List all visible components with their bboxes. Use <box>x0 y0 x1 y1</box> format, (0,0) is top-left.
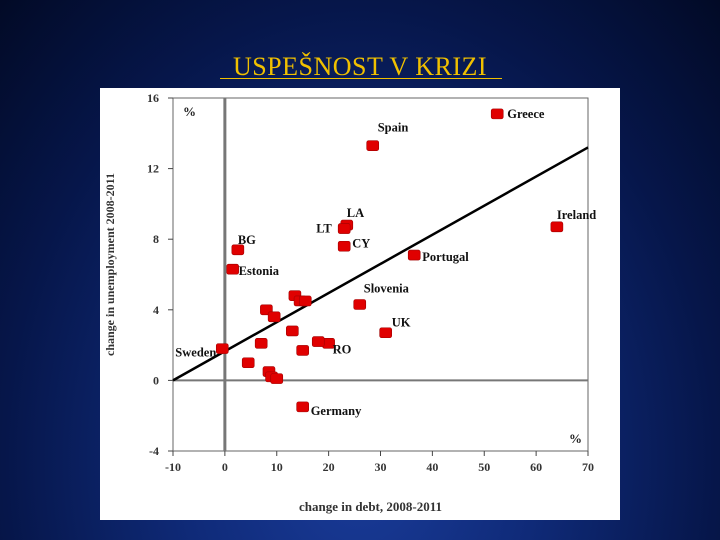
data-point <box>267 311 281 323</box>
x-tick-label: 30 <box>375 460 387 474</box>
data-point <box>311 336 325 347</box>
data-point <box>241 357 255 369</box>
x-tick-label: 70 <box>582 460 594 474</box>
x-axis-title: change in debt, 2008-2011 <box>299 499 442 514</box>
data-point-germany <box>296 401 309 413</box>
data-point-lt <box>337 223 351 234</box>
data-point-spain <box>366 140 380 151</box>
point-label-cy: CY <box>352 236 370 250</box>
x-tick-label: 10 <box>271 460 283 474</box>
data-point-bg <box>231 244 245 256</box>
title-underline <box>220 78 502 79</box>
y-axis-title: change in unemployment 2008-2011 <box>103 173 117 356</box>
y-tick-label: 4 <box>153 303 159 317</box>
point-label-greece: Greece <box>507 107 545 121</box>
x-tick-label: 60 <box>530 460 542 474</box>
data-point-slovenia <box>353 299 367 310</box>
slide-title: USPEŠNOST V KRIZI <box>232 52 488 81</box>
data-point <box>254 338 268 349</box>
x-tick-label: 20 <box>323 460 335 474</box>
point-label-spain: Spain <box>378 121 409 135</box>
data-point-portugal <box>407 249 421 261</box>
data-point <box>270 373 284 384</box>
x-tick-label: -10 <box>165 460 181 474</box>
x-tick-label: 50 <box>478 460 490 474</box>
data-point <box>296 345 309 356</box>
data-point-ireland <box>550 221 564 233</box>
point-label-portugal: Portugal <box>422 250 469 264</box>
point-label-estonia: Estonia <box>239 264 280 278</box>
data-point <box>286 325 299 337</box>
data-point-cy <box>337 240 351 252</box>
x-tick-label: 40 <box>426 460 438 474</box>
chart-panel: -10 0 10 20 30 40 50 60 70 -4 0 4 8 12 16%% change in d… <box>100 88 620 520</box>
data-point-uk <box>379 327 392 339</box>
trend-line <box>172 146 589 382</box>
y-tick-label: 8 <box>153 232 159 246</box>
data-point-estonia <box>226 263 239 275</box>
y-tick-label: 12 <box>147 162 159 176</box>
point-label-uk: UK <box>392 316 411 330</box>
point-label-sweden: Sweden <box>175 346 216 360</box>
scatter-chart: -10 0 10 20 30 40 50 60 70 -4 0 4 8 12 16%% change in d… <box>103 91 596 514</box>
y-unit-label: % <box>183 104 196 119</box>
point-label-bg: BG <box>238 233 256 247</box>
point-label-ireland: Ireland <box>557 208 596 222</box>
point-label-ro: RO <box>333 342 352 356</box>
point-label-slovenia: Slovenia <box>364 282 410 296</box>
point-label-germany: Germany <box>311 404 362 418</box>
data-point-greece <box>490 108 504 120</box>
point-label-la: LA <box>347 206 364 220</box>
y-tick-label: 0 <box>153 373 159 387</box>
data-point <box>298 295 312 307</box>
data-point-sweden <box>215 343 229 354</box>
x-tick-label: 0 <box>222 460 228 474</box>
point-label-lt: LT <box>316 222 332 236</box>
x-unit-label: % <box>569 431 582 446</box>
y-tick-label: 16 <box>147 91 159 105</box>
y-tick-label: -4 <box>149 444 159 458</box>
